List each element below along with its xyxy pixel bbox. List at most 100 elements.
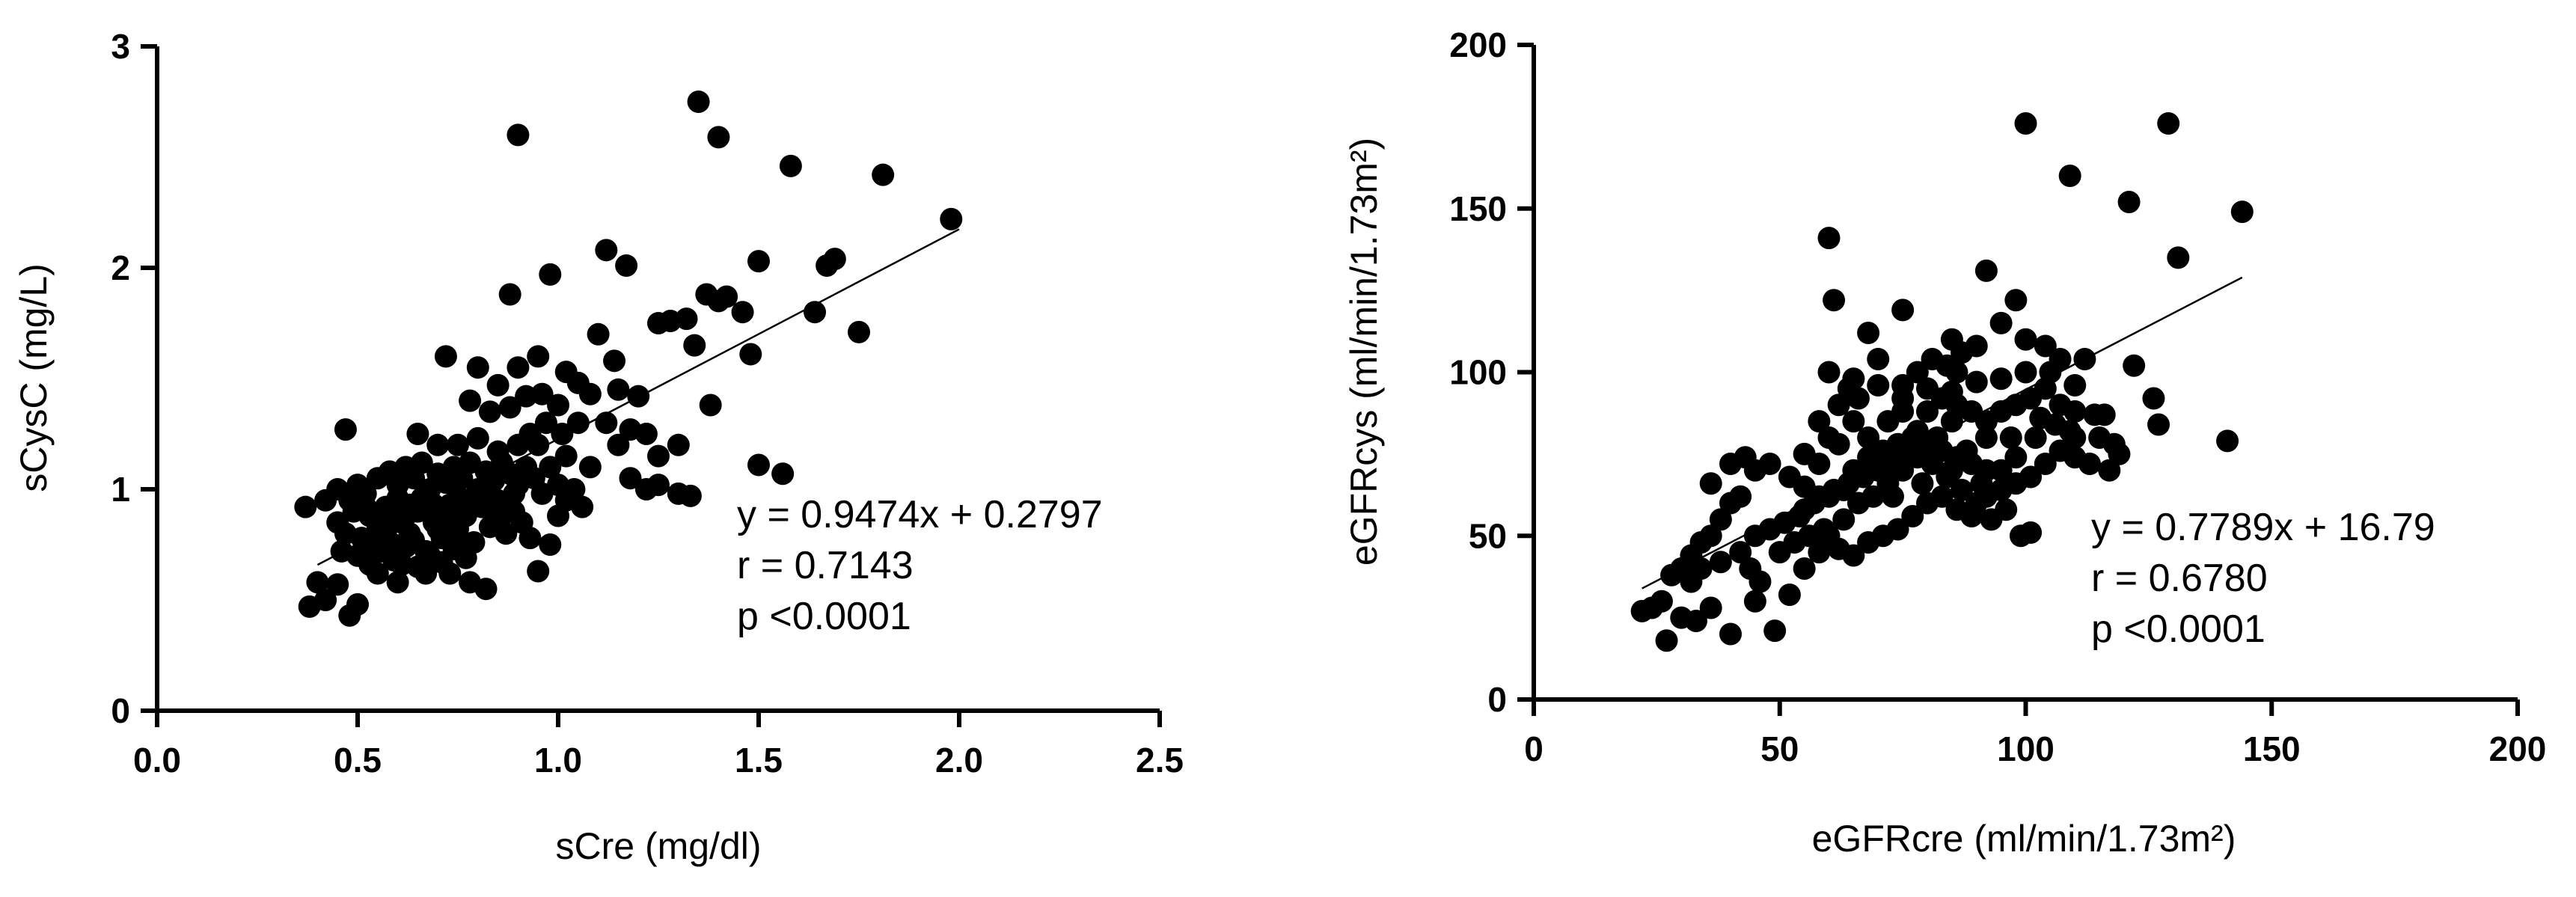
- data-point: [1793, 557, 1816, 580]
- data-point: [1817, 426, 1841, 449]
- data-point: [1999, 426, 2022, 449]
- data-point: [554, 444, 578, 468]
- data-point: [731, 301, 754, 324]
- data-point: [679, 484, 702, 507]
- y-tick-label: 1: [111, 470, 130, 509]
- data-point: [466, 356, 489, 379]
- data-point: [2216, 429, 2239, 453]
- scatter-plot-right: 0 50 100 150 200 0 50 100 150 200 eGFRcre (ml/min/…: [1343, 25, 2547, 860]
- data-point: [450, 531, 474, 554]
- data-point: [1970, 472, 1993, 495]
- regression-line: [1642, 276, 2243, 590]
- data-point: [595, 411, 618, 435]
- data-point: [495, 522, 518, 545]
- data-point: [434, 345, 457, 368]
- data-point: [2004, 446, 2028, 469]
- data-point: [403, 529, 426, 552]
- data-point: [747, 453, 770, 477]
- data-point: [1886, 518, 1909, 541]
- data-point: [466, 426, 489, 450]
- x-tick-label: 150: [2243, 729, 2301, 768]
- x-tick-label: 1.5: [735, 741, 783, 780]
- data-point: [2019, 465, 2043, 489]
- data-point: [1719, 622, 1742, 646]
- data-point: [1793, 475, 1816, 498]
- data-point: [2230, 200, 2254, 224]
- data-point: [338, 604, 361, 627]
- data-point: [2014, 328, 2037, 351]
- data-point: [804, 301, 827, 324]
- data-point: [1763, 619, 1787, 643]
- data-point: [1906, 361, 1929, 384]
- data-point: [647, 444, 670, 468]
- x-tick-label: 0.0: [133, 741, 181, 780]
- data-point: [478, 400, 501, 423]
- data-point: [816, 254, 839, 278]
- data-point: [294, 495, 317, 518]
- data-point: [578, 456, 602, 479]
- data-point: [587, 322, 610, 346]
- data-point: [2167, 246, 2190, 269]
- data-point: [1876, 410, 1900, 433]
- data-point: [1901, 505, 1924, 527]
- data-point: [2142, 387, 2165, 410]
- data-point: [438, 562, 462, 585]
- data-point: [1719, 492, 1742, 515]
- data-point: [2004, 289, 2028, 312]
- data-point: [578, 382, 602, 405]
- data-point: [539, 533, 562, 556]
- data-point: [1709, 508, 1732, 531]
- data-point: [459, 571, 482, 594]
- data-point: [326, 573, 349, 596]
- data-point: [707, 290, 730, 313]
- data-point: [498, 283, 521, 306]
- x-tick-label: 1.0: [534, 741, 582, 780]
- data-point: [1817, 227, 1841, 250]
- data-point: [1680, 570, 1703, 593]
- x-tick-label: 200: [2489, 729, 2547, 768]
- data-point: [1936, 354, 1959, 377]
- y-axis-title: sCysC (mg/L): [13, 263, 55, 492]
- data-point: [1729, 541, 1752, 564]
- y-tick-label: 3: [111, 27, 130, 66]
- data-point: [507, 123, 530, 147]
- data-point: [1891, 299, 1915, 322]
- data-point: [1749, 570, 1772, 593]
- y-axis-title: eGFRcys (ml/min/1.73m²): [1343, 138, 1385, 566]
- data-point: [1951, 341, 1974, 364]
- data-point: [374, 522, 397, 545]
- data-point: [2014, 361, 2037, 384]
- data-point: [1812, 518, 1835, 541]
- data-point: [503, 482, 526, 505]
- data-point: [2147, 413, 2170, 436]
- x-tick-label: 100: [1997, 729, 2055, 768]
- data-point: [1832, 508, 1855, 531]
- data-point: [707, 126, 730, 149]
- x-tick-label: 50: [1760, 729, 1799, 768]
- data-point: [539, 263, 562, 286]
- data-point: [619, 467, 642, 490]
- data-point: [1960, 505, 1983, 527]
- data-point: [848, 320, 870, 343]
- data-point: [483, 500, 506, 523]
- stats-annotation: r = 0.7143: [737, 544, 914, 587]
- data-point: [527, 345, 550, 368]
- data-point: [1699, 472, 1722, 495]
- data-point: [2063, 446, 2087, 469]
- data-point: [771, 462, 795, 486]
- data-point: [1734, 446, 1757, 469]
- data-point: [2014, 112, 2037, 135]
- stats-annotation: p <0.0001: [737, 595, 911, 638]
- data-point: [1630, 599, 1653, 622]
- data-point: [426, 518, 450, 541]
- data-point: [2093, 403, 2116, 426]
- data-point: [1974, 259, 1998, 282]
- data-point: [615, 254, 638, 278]
- data-point: [739, 343, 762, 366]
- data-point: [447, 433, 469, 456]
- data-point: [1660, 563, 1683, 587]
- data-point: [474, 482, 498, 505]
- data-point: [1699, 596, 1722, 619]
- data-point: [1881, 485, 1904, 508]
- data-point: [2024, 426, 2047, 449]
